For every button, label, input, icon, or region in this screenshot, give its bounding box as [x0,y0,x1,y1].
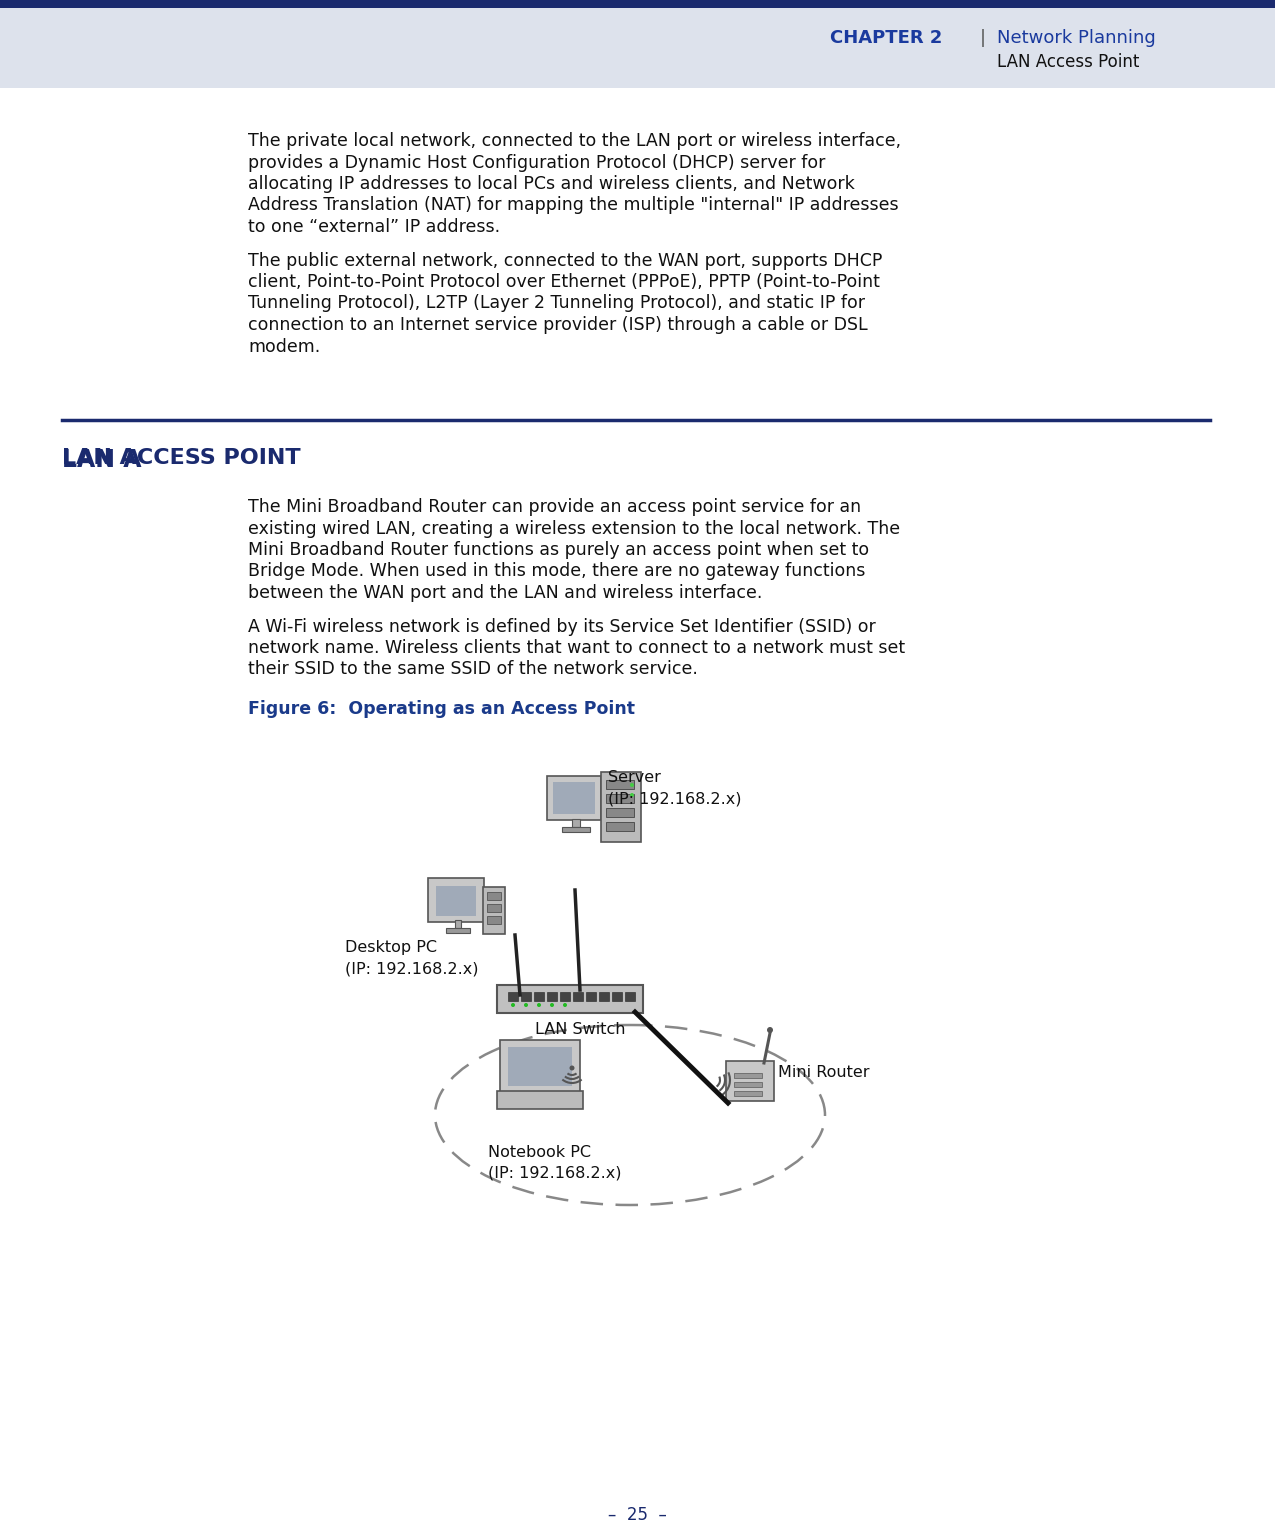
Bar [612,993,622,1000]
Text: Mini Broadband Router functions as purely an access point when set to: Mini Broadband Router functions as purel… [249,541,870,559]
Text: provides a Dynamic Host Configuration Protocol (DHCP) server for: provides a Dynamic Host Configuration Pr… [249,153,825,172]
Text: LAN A: LAN A [62,447,142,472]
Text: connection to an Internet service provider (ISP) through a cable or DSL: connection to an Internet service provid… [249,316,867,334]
Bar [586,993,595,1000]
Bar [734,1091,762,1095]
Circle shape [570,1065,575,1071]
Circle shape [564,1003,567,1007]
Text: network name. Wireless clients that want to connect to a network must set: network name. Wireless clients that want… [249,639,905,657]
Bar [606,780,634,789]
FancyBboxPatch shape [497,985,643,1013]
Bar [572,820,580,827]
Text: Bridge Mode. When used in this mode, there are no gateway functions: Bridge Mode. When used in this mode, the… [249,562,866,581]
Circle shape [550,1003,555,1007]
Bar [734,1082,762,1088]
Text: client, Point-to-Point Protocol over Ethernet (PPPoE), PPTP (Point-to-Point: client, Point-to-Point Protocol over Eth… [249,273,880,291]
Bar [599,993,609,1000]
Bar [734,1072,762,1079]
Circle shape [630,783,634,787]
FancyBboxPatch shape [500,1040,580,1094]
FancyBboxPatch shape [483,887,505,935]
Text: CHAPTER 2: CHAPTER 2 [830,29,942,47]
Bar [521,993,530,1000]
Bar [446,928,470,933]
Bar [572,993,583,1000]
Text: Network Planning: Network Planning [997,29,1155,47]
Text: Server
(IP: 192.168.2.x): Server (IP: 192.168.2.x) [608,771,742,806]
FancyBboxPatch shape [601,772,641,843]
Bar [507,993,518,1000]
Text: The public external network, connected to the WAN port, supports DHCP: The public external network, connected t… [249,251,882,270]
Text: allocating IP addresses to local PCs and wireless clients, and Network: allocating IP addresses to local PCs and… [249,175,854,193]
Text: The Mini Broadband Router can provide an access point service for an: The Mini Broadband Router can provide an… [249,498,861,516]
Text: their SSID to the same SSID of the network service.: their SSID to the same SSID of the netwo… [249,660,697,679]
Text: Tunneling Protocol), L2TP (Layer 2 Tunneling Protocol), and static IP for: Tunneling Protocol), L2TP (Layer 2 Tunne… [249,294,864,313]
Bar [507,1046,572,1086]
Bar [487,892,501,899]
Text: The private local network, connected to the LAN port or wireless interface,: The private local network, connected to … [249,132,901,150]
Bar [553,781,595,813]
Bar [547,993,557,1000]
FancyBboxPatch shape [725,1062,774,1102]
Text: Notebook PC
(IP: 192.168.2.x): Notebook PC (IP: 192.168.2.x) [488,1144,621,1181]
FancyBboxPatch shape [428,878,484,922]
Text: LAN Access Point: LAN Access Point [997,54,1140,70]
Bar [625,993,635,1000]
Bar [606,807,634,817]
Bar [560,993,570,1000]
Bar [606,794,634,803]
Bar [606,823,634,830]
FancyBboxPatch shape [547,777,601,820]
Bar [0,8,1275,87]
Bar [436,885,476,916]
Text: –  25  –: – 25 – [608,1506,667,1524]
Text: A Wi-Fi wireless network is defined by its Service Set Identifier (SSID) or: A Wi-Fi wireless network is defined by i… [249,617,876,636]
Bar [455,921,462,928]
Text: Address Translation (NAT) for mapping the multiple "internal" IP addresses: Address Translation (NAT) for mapping th… [249,196,899,214]
Bar [487,916,501,924]
Circle shape [537,1003,541,1007]
Circle shape [511,1003,515,1007]
Bar [562,827,590,832]
FancyBboxPatch shape [497,1091,583,1109]
Text: existing wired LAN, creating a wireless extension to the local network. The: existing wired LAN, creating a wireless … [249,519,900,538]
Text: modem.: modem. [249,337,320,355]
Text: LAN ACCESS POINT: LAN ACCESS POINT [62,447,301,467]
Text: LAN Switch: LAN Switch [536,1022,626,1037]
Circle shape [524,1003,528,1007]
Text: Figure 6:  Operating as an Access Point: Figure 6: Operating as an Access Point [249,700,635,719]
Bar [487,904,501,912]
Bar [534,993,544,1000]
Text: Desktop PC
(IP: 192.168.2.x): Desktop PC (IP: 192.168.2.x) [346,941,478,976]
Text: between the WAN port and the LAN and wireless interface.: between the WAN port and the LAN and wir… [249,584,762,602]
Text: to one “external” IP address.: to one “external” IP address. [249,218,500,236]
Circle shape [768,1026,773,1033]
Bar [0,0,1275,8]
Circle shape [630,794,634,797]
Text: |: | [980,29,986,47]
Text: Mini Router: Mini Router [778,1065,870,1080]
